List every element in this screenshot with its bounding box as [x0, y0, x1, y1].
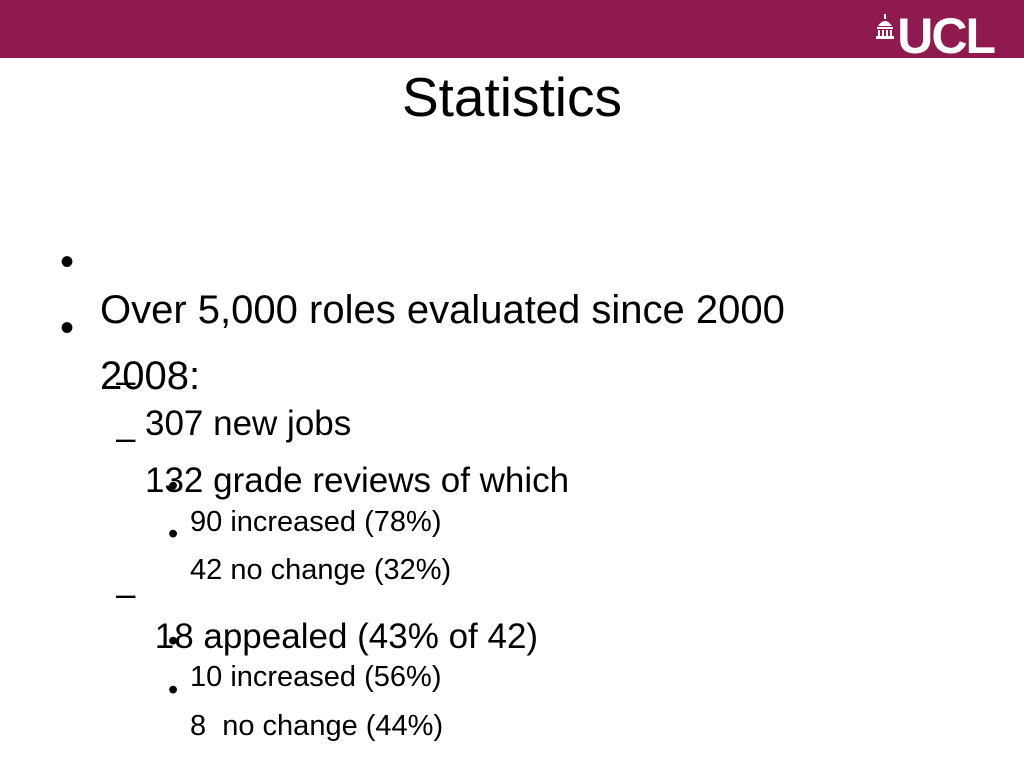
list-item-text: 18 appealed (43% of 42)	[145, 617, 539, 656]
list-item: – 18 appealed (43% of 42)	[116, 532, 538, 658]
bullet-marker: •	[168, 674, 179, 706]
list-item: – 307 new jobs	[116, 319, 351, 445]
bullet-marker: •	[168, 518, 179, 550]
list-item: – 132 grade reviews of which	[116, 376, 569, 502]
dash-marker: –	[116, 362, 136, 401]
list-item: • 10 increased (56%)	[168, 587, 441, 695]
bullet-marker: •	[60, 306, 75, 350]
header-bar: UCL	[0, 0, 1024, 64]
list-item: • 2008:	[60, 256, 200, 400]
list-item-text: 10 increased (56%)	[190, 661, 442, 693]
list-item-text: 132 grade reviews of which	[145, 461, 570, 500]
list-item-text: 2008:	[100, 354, 201, 398]
list-item-text: 8 no change (44%)	[190, 710, 444, 742]
list-item-text: 90 increased (78%)	[190, 506, 442, 538]
bullet-marker: •	[168, 625, 179, 657]
bullet-marker: •	[168, 470, 179, 502]
list-item: • 90 increased (78%)	[168, 432, 441, 540]
logo-text: UCL	[897, 8, 996, 64]
list-item: • 8 no change (44%)	[168, 636, 443, 744]
bullet-marker: •	[60, 240, 75, 284]
list-item: • 42 no change (32%)	[168, 480, 451, 588]
list-item-text: 307 new jobs	[145, 404, 352, 443]
list-item-text: Over 5,000 roles evaluated since 2000	[100, 288, 785, 332]
portico-dome-icon	[876, 14, 895, 39]
slide-title: Statistics	[401, 66, 623, 128]
list-item-text: 42 no change (32%)	[190, 554, 452, 586]
dash-marker: –	[116, 419, 136, 458]
list-item: • Over 5,000 roles evaluated since 2000	[60, 190, 785, 334]
ucl-logo: UCL	[875, 8, 996, 64]
dash-marker: –	[116, 575, 136, 614]
